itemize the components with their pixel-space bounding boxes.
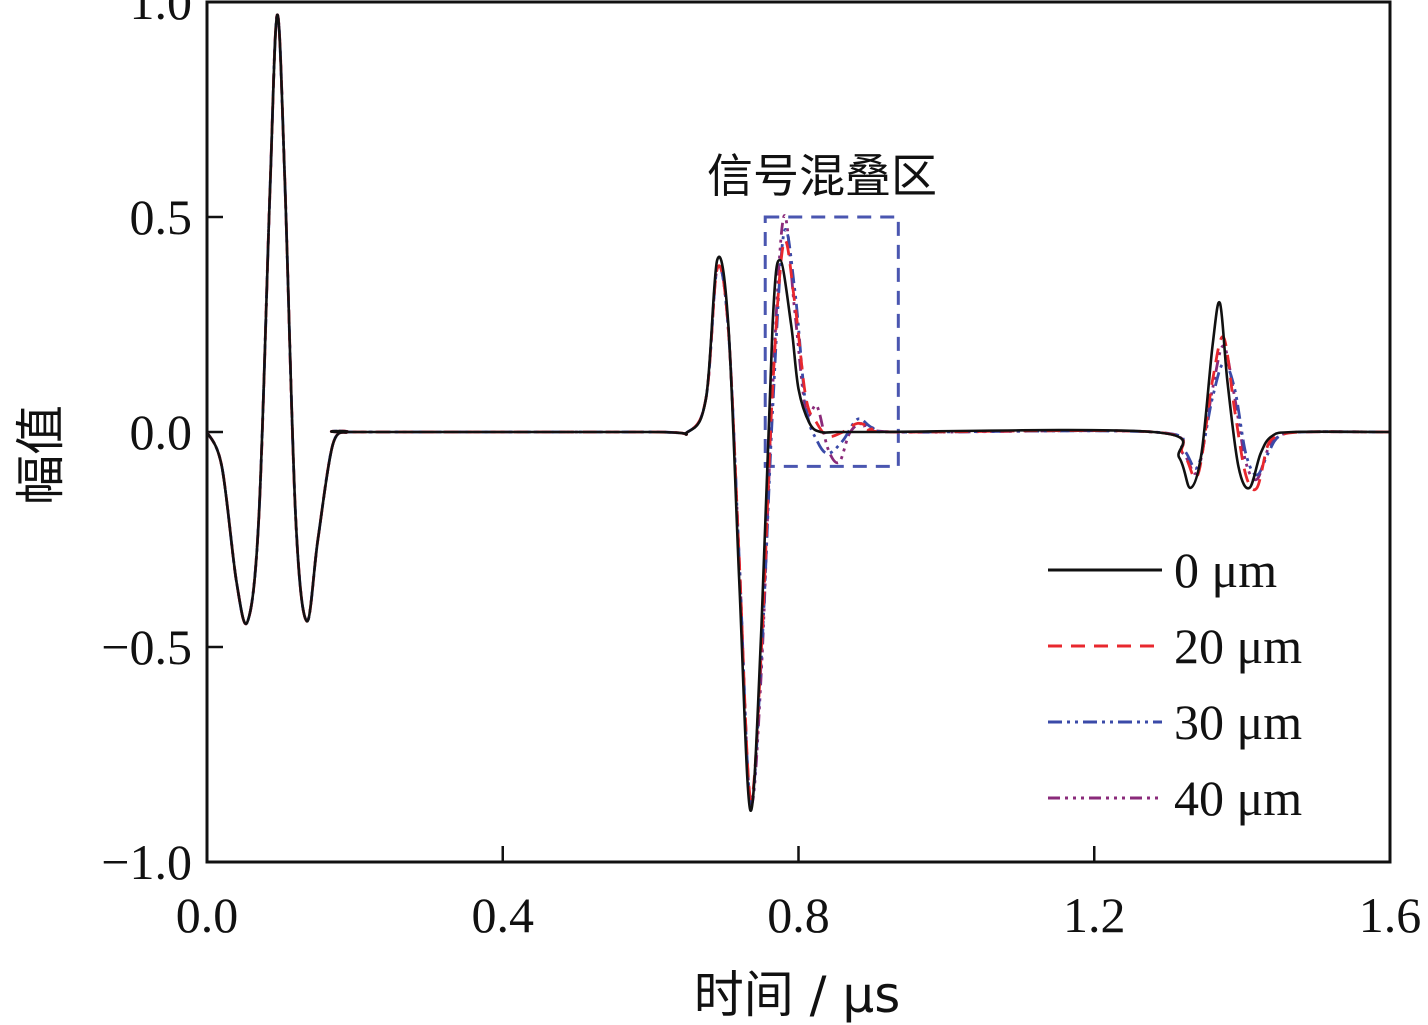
- series-line-0-um: [207, 13, 1390, 812]
- x-tick-label: 0.4: [472, 887, 535, 943]
- series-line-20-um: [207, 13, 1390, 801]
- y-tick-label: 0.0: [130, 404, 193, 460]
- y-tick-label: −0.5: [101, 619, 192, 675]
- x-tick-label: 1.6: [1359, 887, 1422, 943]
- x-tick-label: 0.8: [767, 887, 830, 943]
- y-tick-label: 0.5: [130, 189, 193, 245]
- series-line-40-um: [207, 13, 1390, 806]
- series-line-30-um: [207, 13, 1390, 805]
- y-tick-label: −1.0: [101, 834, 192, 890]
- y-axis-title: 幅值: [12, 405, 70, 505]
- legend-label: 0 μm: [1174, 542, 1277, 598]
- legend-label: 20 μm: [1174, 618, 1302, 674]
- x-tick-label: 1.2: [1063, 887, 1126, 943]
- x-tick-label: 0.0: [176, 887, 239, 943]
- legend-label: 30 μm: [1174, 694, 1302, 750]
- aliasing-region-label: 信号混叠区: [707, 149, 937, 203]
- legend-label: 40 μm: [1174, 770, 1302, 826]
- y-tick-label: 1.0: [130, 0, 193, 30]
- plot-frame: [205, 0, 1392, 864]
- aliasing-region-box: [763, 215, 900, 468]
- x-axis-title: 时间 / μs: [694, 966, 901, 1024]
